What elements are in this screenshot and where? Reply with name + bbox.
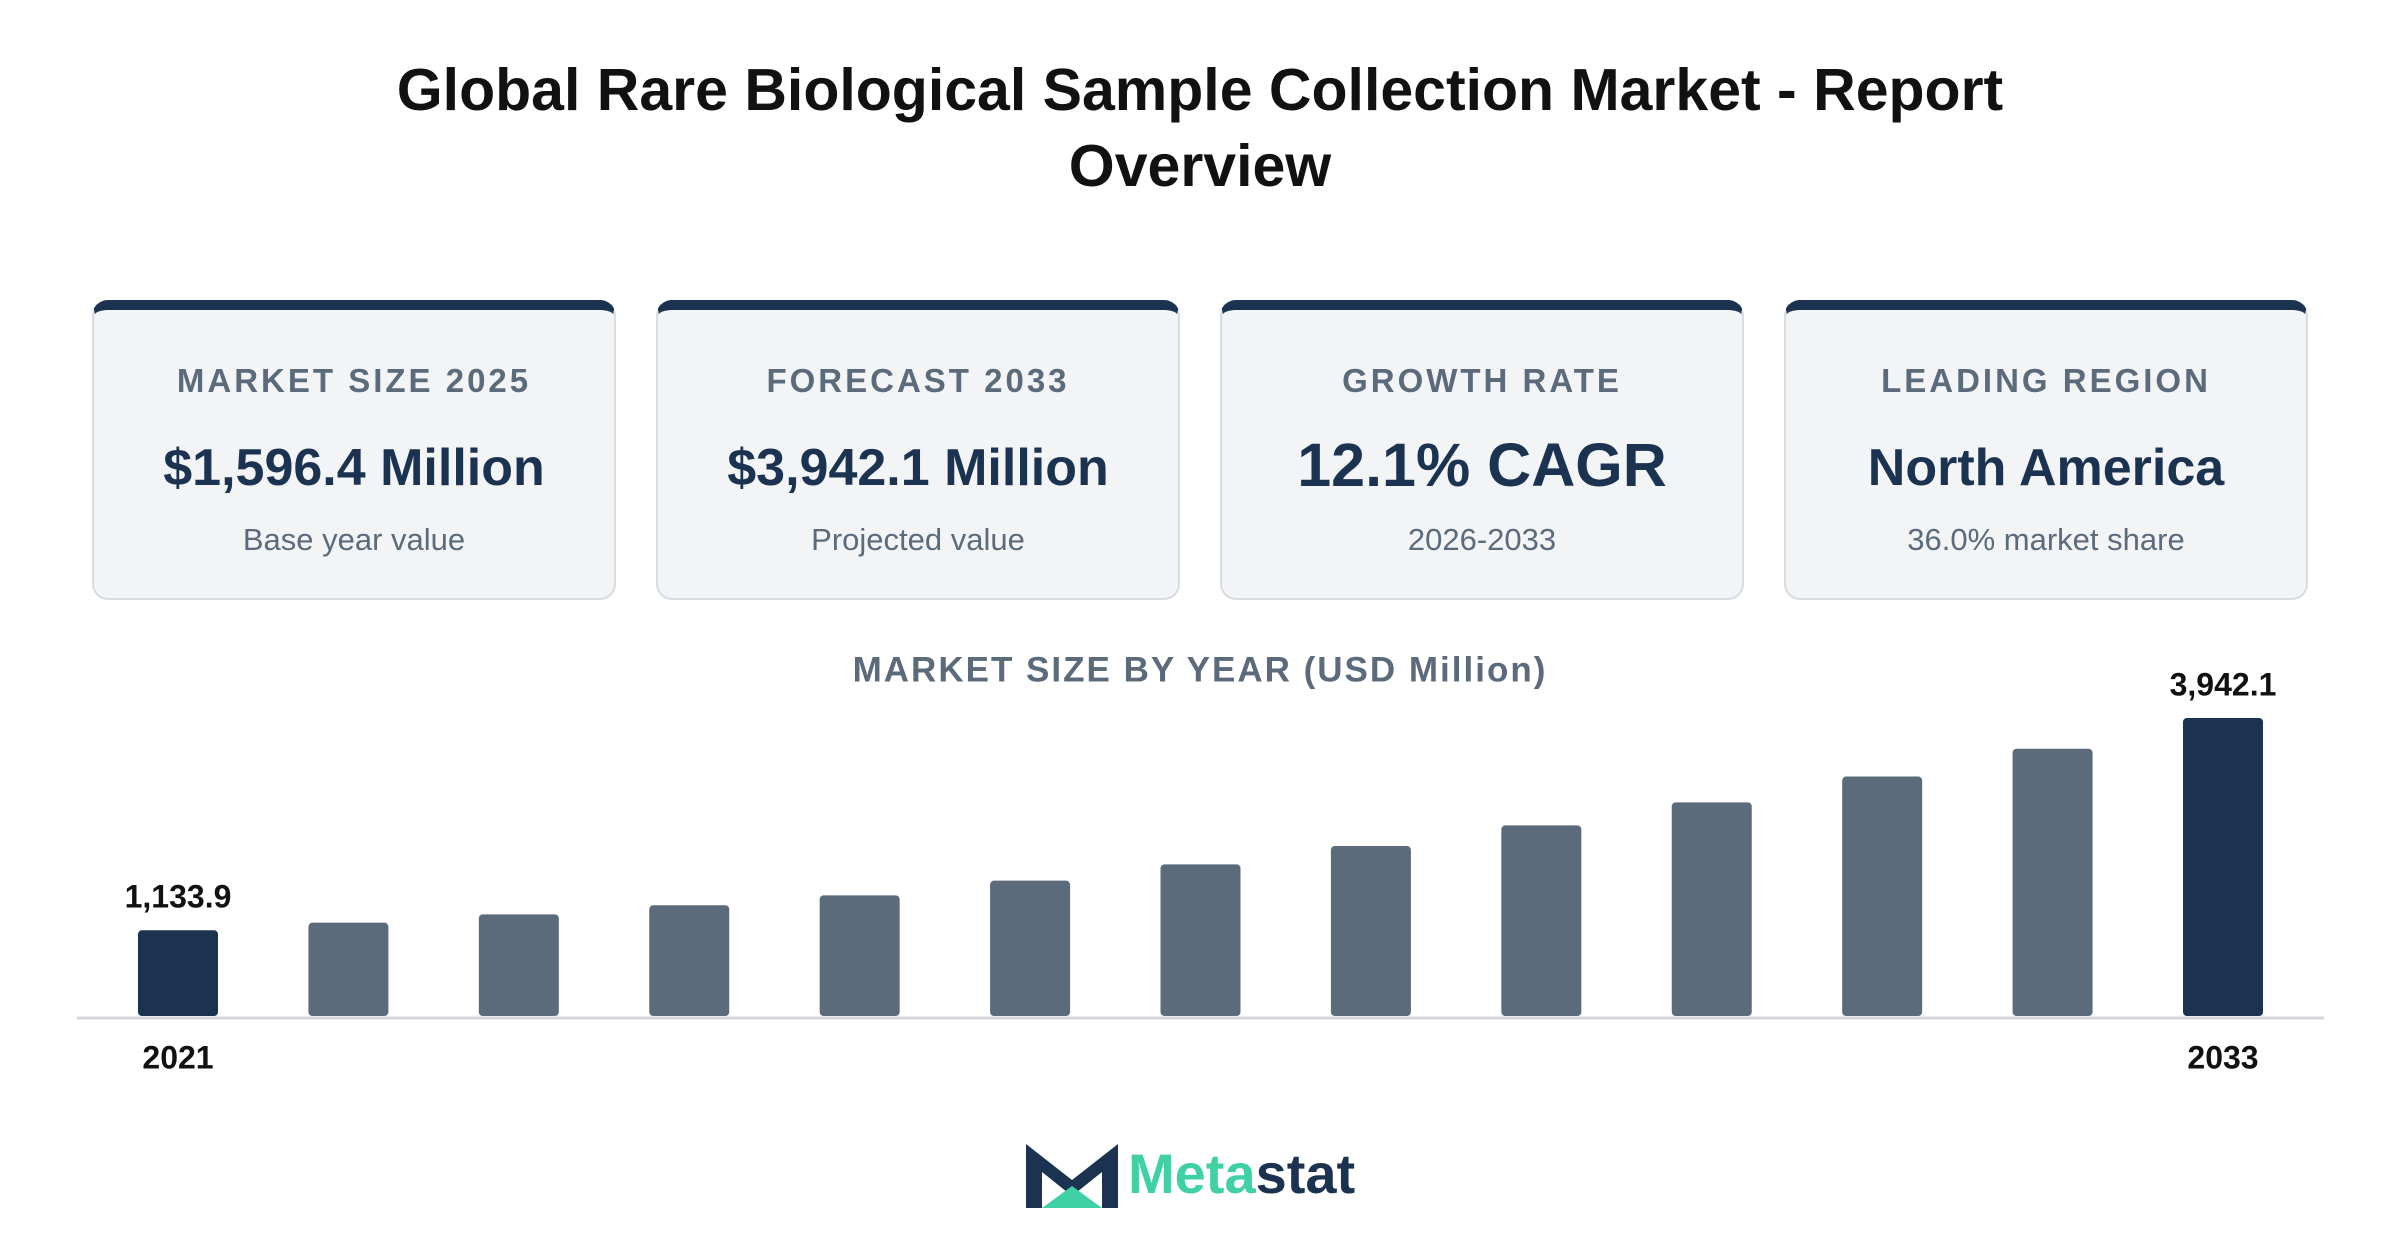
card-label: MARKET SIZE 2025 [176, 362, 532, 399]
bar [138, 930, 218, 1016]
x-tick-label: 2033 [2187, 1039, 2258, 1075]
bar [819, 895, 900, 1016]
logo-icon-accent [1042, 1186, 1102, 1208]
bar [1671, 802, 1752, 1016]
stat-card: MARKET SIZE 2025 $1,596.4 Million Base yea… [92, 300, 616, 600]
stat-card: LEADING REGION North America 36.0% market … [1784, 300, 2308, 600]
logo: Metastat [1026, 1142, 1355, 1208]
bar [1842, 776, 1923, 1016]
card-note: Base year value [242, 522, 466, 557]
card-value: 12.1% CAGR [1297, 431, 1667, 499]
value-label: 1,133.9 [125, 879, 232, 915]
bar [1501, 825, 1582, 1016]
logo-part: stat [1256, 1142, 1356, 1205]
card-note: Projected value [811, 522, 1025, 557]
bar [649, 905, 730, 1016]
bar [1330, 845, 1411, 1016]
bar [990, 880, 1071, 1016]
page-title: Global Rare Biological Sample Collection… [396, 57, 2004, 199]
logo-part: Meta [1128, 1142, 1256, 1205]
bar [478, 914, 559, 1016]
card-value: $3,942.1 Million [727, 439, 1109, 497]
value-label: 3,942.1 [2170, 666, 2277, 702]
logo-text: Metastat [1128, 1142, 1355, 1205]
bar [2012, 748, 2093, 1016]
x-tick-label: 2021 [142, 1039, 213, 1075]
card-label: LEADING REGION [1881, 362, 2211, 399]
stat-card: FORECAST 2033 $3,942.1 Million Projected v… [656, 300, 1180, 600]
card-note: 36.0% market share [1907, 522, 2185, 557]
bar [1160, 864, 1241, 1016]
chart-title: MARKET SIZE BY YEAR (USD Million) [853, 650, 1548, 689]
stat-card: GROWTH RATE 12.1% CAGR 2026-2033 [1220, 300, 1744, 600]
card-value: North America [1867, 439, 2225, 497]
card-label: FORECAST 2033 [766, 362, 1070, 399]
card-value: $1,596.4 Million [163, 439, 545, 497]
bar [308, 922, 389, 1016]
card-label: GROWTH RATE [1342, 362, 1622, 399]
bar [2183, 718, 2263, 1016]
card-note: 2026-2033 [1407, 522, 1557, 557]
